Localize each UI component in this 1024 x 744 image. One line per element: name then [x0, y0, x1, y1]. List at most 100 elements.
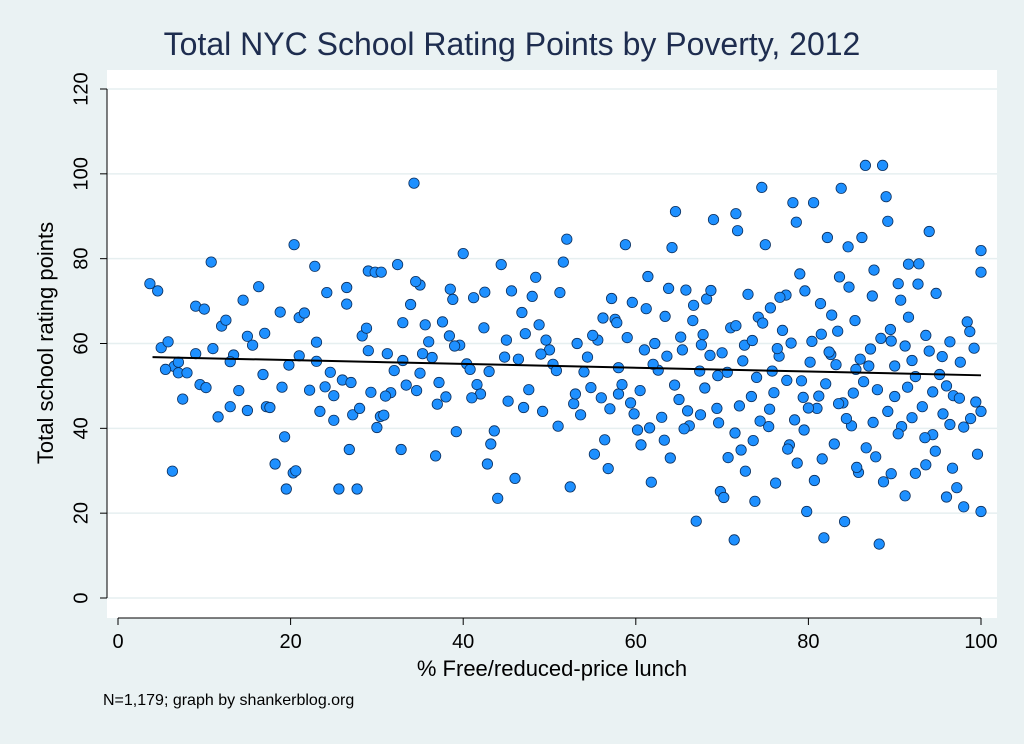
data-point — [975, 405, 987, 417]
data-point — [818, 532, 830, 544]
data-point — [964, 412, 977, 425]
data-point — [749, 495, 761, 507]
data-point — [899, 340, 911, 352]
data-point — [509, 472, 521, 484]
data-point — [880, 191, 892, 203]
data-point — [885, 468, 897, 480]
data-point — [397, 317, 409, 329]
data-point — [754, 415, 766, 427]
data-point — [820, 378, 832, 390]
data-point — [661, 350, 673, 362]
data-point — [530, 271, 542, 283]
data-point — [640, 303, 652, 315]
data-point — [958, 421, 970, 433]
data-point — [842, 241, 854, 253]
data-point — [502, 395, 514, 407]
data-point — [416, 348, 429, 360]
data-point — [730, 320, 742, 332]
data-point — [832, 325, 844, 337]
data-point — [443, 330, 455, 342]
data-point — [814, 297, 827, 310]
data-point — [923, 225, 935, 238]
data-point — [298, 307, 310, 319]
data-point — [884, 323, 897, 336]
data-point — [464, 363, 476, 375]
data-point — [533, 319, 545, 331]
data-point — [395, 443, 407, 456]
data-point — [687, 299, 700, 311]
data-point — [704, 349, 716, 361]
y-tick-label: 20 — [70, 502, 92, 524]
data-point — [381, 348, 393, 360]
data-point — [638, 344, 651, 356]
data-point — [860, 442, 872, 454]
data-point — [690, 515, 702, 527]
data-point — [944, 418, 956, 431]
data-point — [920, 459, 932, 471]
data-point — [404, 298, 417, 311]
data-point — [889, 360, 901, 372]
data-point — [733, 400, 746, 412]
data-point — [568, 398, 580, 410]
data-point — [730, 208, 742, 220]
data-point — [283, 359, 295, 371]
data-point — [433, 376, 445, 389]
data-point — [436, 316, 449, 328]
data-point — [875, 332, 887, 344]
data-point — [485, 438, 497, 450]
data-point — [536, 405, 549, 417]
data-point — [705, 284, 717, 297]
data-point — [152, 285, 164, 297]
x-tick-label: 100 — [964, 631, 997, 653]
data-point — [785, 337, 797, 349]
data-point — [936, 350, 948, 363]
data-point — [290, 465, 302, 477]
data-point — [564, 481, 576, 493]
data-point — [478, 322, 490, 334]
data-point — [604, 403, 616, 415]
data-point — [830, 359, 842, 371]
y-axis-label: Total school rating points — [33, 221, 58, 465]
data-point — [333, 483, 345, 495]
data-point — [410, 275, 422, 288]
data-point — [877, 476, 890, 488]
data-point — [944, 336, 956, 348]
data-point — [400, 379, 412, 391]
data-point — [806, 335, 818, 347]
data-point — [341, 298, 353, 310]
data-point — [729, 427, 741, 439]
data-point — [247, 339, 259, 351]
data-point — [695, 339, 708, 351]
y-tick-label: 80 — [70, 248, 92, 270]
data-point — [597, 312, 609, 324]
data-point — [892, 278, 904, 290]
data-point — [826, 309, 838, 321]
data-point — [739, 465, 752, 477]
data-point — [707, 214, 720, 226]
data-point — [913, 258, 925, 270]
data-point — [864, 343, 877, 355]
data-point — [731, 225, 744, 237]
data-point — [500, 334, 512, 346]
data-point — [790, 216, 802, 228]
data-point — [968, 342, 980, 354]
data-point — [849, 314, 861, 327]
data-point — [552, 420, 564, 432]
data-point — [310, 336, 323, 348]
data-point — [259, 327, 271, 339]
data-point — [362, 345, 374, 357]
data-point — [540, 334, 552, 346]
data-point — [467, 292, 480, 304]
data-point — [747, 434, 759, 447]
data-point — [716, 347, 728, 359]
data-point — [857, 376, 870, 388]
data-point — [870, 451, 882, 463]
data-point — [828, 438, 840, 450]
data-point — [483, 365, 495, 378]
data-point — [854, 353, 866, 365]
data-point — [274, 306, 286, 318]
data-point — [797, 391, 809, 403]
data-point — [795, 375, 808, 387]
data-point — [788, 414, 801, 426]
